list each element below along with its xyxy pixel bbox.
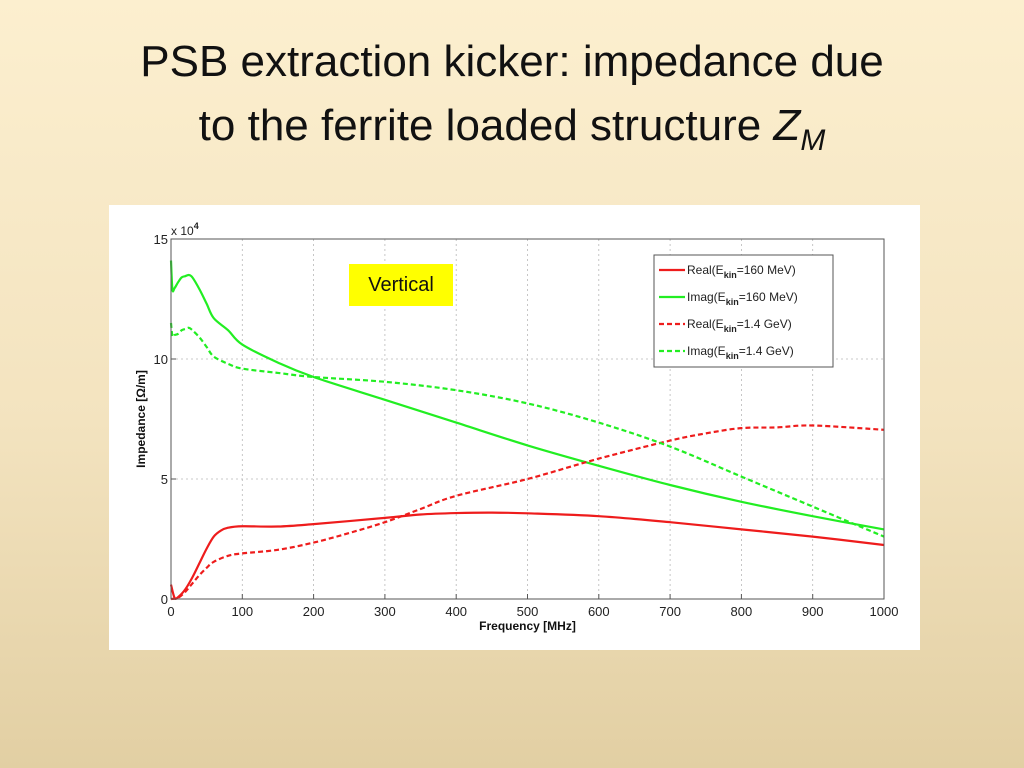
series-line-2 [169, 260, 885, 531]
legend-label-3: Real(Ekin=1.4 GeV) [687, 317, 792, 334]
impedance-chart: 0 100 200 300 400 500 600 700 800 900 1000 0 5 10 15 x… [134, 221, 899, 633]
series-layer [169, 260, 885, 601]
x-tick-label: 600 [588, 604, 610, 619]
legend-label-prefix: Imag(E [687, 344, 726, 358]
y-tick-label: 5 [161, 472, 168, 487]
series-line-3 [170, 424, 885, 601]
legend-label-suffix: =1.4 GeV) [739, 344, 794, 358]
legend-label-prefix: Real(E [687, 263, 724, 277]
legend: Real(Ekin=160 MeV)Imag(Ekin=160 MeV)Real… [653, 254, 834, 368]
x-tick-label: 800 [731, 604, 753, 619]
legend-label-4: Imag(Ekin=1.4 GeV) [687, 344, 794, 361]
x-tick-label: 300 [374, 604, 396, 619]
y-tick-label: 0 [161, 592, 168, 607]
chart-figure: 0 100 200 300 400 500 600 700 800 900 1000 0 5 10 15 x… [109, 205, 920, 650]
y-multiplier-base: x 10 [171, 224, 194, 238]
y-multiplier-exponent: 4 [194, 221, 199, 231]
vertical-annotation: Vertical [349, 264, 453, 306]
y-tick-label: 10 [154, 352, 168, 367]
slide-title: PSB extraction kicker: impedance due to … [0, 30, 1024, 158]
legend-label-suffix: =1.4 GeV) [737, 317, 792, 331]
legend-label-prefix: Real(E [687, 317, 724, 331]
x-tick-label: 100 [231, 604, 253, 619]
series-line-4 [169, 322, 885, 538]
series-line-1 [169, 511, 885, 600]
legend-label-suffix: =160 MeV) [737, 263, 796, 277]
x-tick-label: 0 [167, 604, 174, 619]
title-line-2: to the ferrite loaded structure ZM [0, 94, 1024, 158]
legend-label-subscript: kin [724, 324, 737, 334]
legend-label-subscript: kin [726, 351, 739, 361]
title-line-1: PSB extraction kicker: impedance due [140, 37, 884, 86]
x-tick-label: 500 [517, 604, 539, 619]
x-tick-label: 900 [802, 604, 824, 619]
x-tick-label: 1000 [870, 604, 899, 619]
legend-box [653, 254, 834, 368]
x-tick-label: 200 [303, 604, 325, 619]
x-tick-label: 400 [445, 604, 467, 619]
legend-label-1: Real(Ekin=160 MeV) [687, 263, 796, 280]
y-axis-label: Impedance [Ω/m] [134, 370, 148, 468]
title-symbol: Z [773, 101, 801, 150]
legend-label-2: Imag(Ekin=160 MeV) [687, 290, 798, 307]
legend-label-subscript: kin [726, 297, 739, 307]
x-tick-label: 700 [659, 604, 681, 619]
title-line-2-text: to the ferrite loaded structure [198, 101, 774, 150]
title-subscript: M [800, 124, 826, 157]
tick-layer: 0 100 200 300 400 500 600 700 800 900 1000 0 5 10 15 [154, 232, 899, 619]
y-tick-label: 15 [154, 232, 168, 247]
x-axis-label: Frequency [MHz] [479, 619, 576, 633]
legend-label-prefix: Imag(E [687, 290, 726, 304]
y-axis-multiplier: x 104 [171, 221, 199, 238]
legend-label-suffix: =160 MeV) [739, 290, 798, 304]
legend-label-subscript: kin [724, 270, 737, 280]
